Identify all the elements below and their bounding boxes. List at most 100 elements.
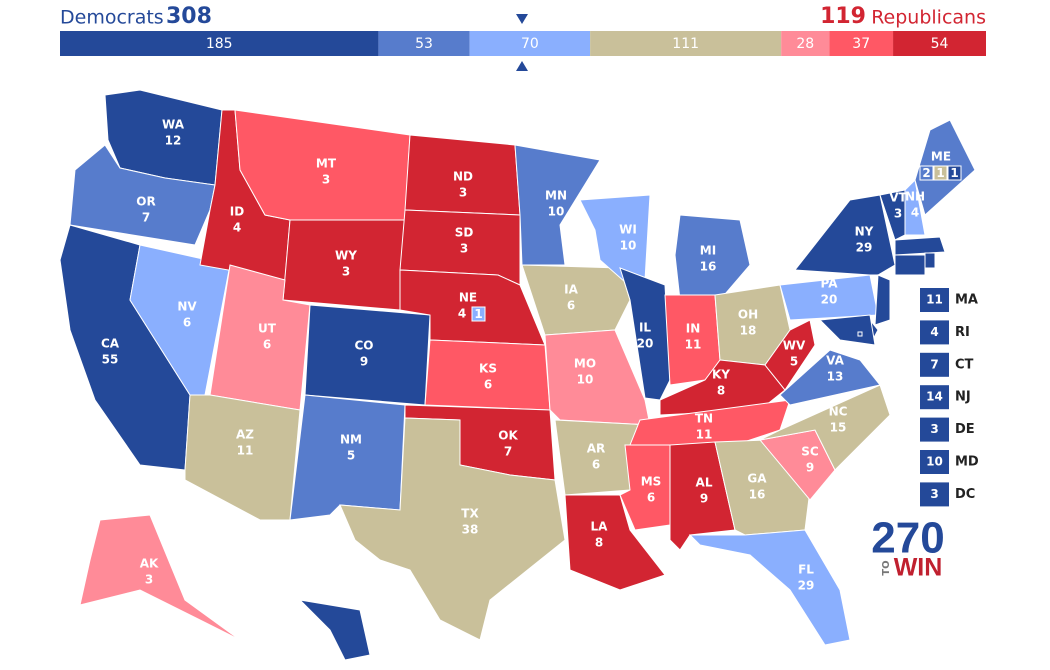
- tally-segment: [378, 31, 470, 56]
- dem-label: Democrats: [60, 7, 164, 29]
- state-abbr: MI: [700, 244, 716, 258]
- state-abbr: VT: [889, 191, 907, 205]
- state-votes: 3: [459, 186, 467, 200]
- state-votes: 29: [856, 241, 873, 255]
- callout-votes: 3: [930, 422, 938, 436]
- callouts: 11 MA 4 RI 7 CT 14 NJ 3 DE 10 MD 3 DC: [920, 288, 979, 507]
- district-box: [933, 165, 948, 181]
- state-votes: 6: [647, 491, 655, 505]
- dem-total: 308: [166, 4, 212, 29]
- state-abbr: PA: [821, 277, 839, 291]
- state-votes: 3: [145, 573, 153, 587]
- state-votes: 10: [548, 205, 565, 219]
- state-abbr: AL: [696, 476, 713, 490]
- state-labels: WA12OR7CA55NV6ID4MT3WY3UT6AZ11CO9NM5ND3S…: [101, 118, 962, 661]
- callout-box: [920, 482, 949, 507]
- state-votes: 3: [322, 173, 330, 187]
- state-votes: 11: [685, 338, 702, 352]
- state-votes: 3: [894, 207, 902, 221]
- tally-value: 185: [206, 36, 233, 52]
- state-votes: 20: [637, 337, 654, 351]
- state: [894, 236, 946, 256]
- state-abbr: NM: [340, 433, 362, 447]
- state: [857, 331, 863, 337]
- tally-segment: [60, 31, 379, 56]
- state-votes: 13: [827, 370, 844, 384]
- state-abbr: CA: [101, 337, 120, 351]
- state: [794, 194, 896, 276]
- tally-segment: [590, 31, 782, 56]
- state: [521, 264, 631, 336]
- state-abbr: KY: [712, 368, 730, 382]
- state-abbr: WA: [162, 118, 185, 132]
- state-votes: 6: [567, 299, 575, 313]
- callout-votes: 3: [930, 487, 938, 501]
- tally-segment: [469, 31, 591, 56]
- state: [779, 349, 881, 406]
- district-box: [471, 306, 486, 322]
- state-abbr: WI: [619, 223, 637, 237]
- state-votes: 4: [318, 647, 326, 661]
- tally-value: 111: [672, 36, 699, 52]
- callout-box: [920, 417, 949, 442]
- callout-abbr: NJ: [955, 390, 971, 405]
- state-abbr: AR: [587, 442, 606, 456]
- state-votes: 6: [183, 316, 191, 330]
- logo-small: TO: [881, 560, 892, 575]
- callout-box: [920, 385, 949, 410]
- state-abbr: WY: [335, 249, 357, 263]
- state: [688, 529, 851, 646]
- state-abbr: SC: [801, 445, 819, 459]
- district-votes: 1: [950, 166, 958, 180]
- state-votes: 6: [484, 378, 492, 392]
- district-votes: 1: [474, 307, 482, 321]
- state-abbr: AZ: [236, 428, 254, 442]
- callout-abbr: CT: [955, 357, 974, 372]
- state-votes: 20: [821, 293, 838, 307]
- state-votes: 4: [233, 221, 241, 235]
- district-votes: 1: [936, 166, 944, 180]
- state-abbr: ME: [931, 150, 951, 164]
- state-abbr: GA: [747, 472, 767, 486]
- state-abbr: CO: [354, 339, 373, 353]
- state-votes: 4: [458, 307, 466, 321]
- rep-total: 119: [820, 4, 866, 29]
- state-votes: 9: [806, 461, 814, 475]
- state-votes: 7: [504, 445, 512, 459]
- state-abbr: NV: [177, 300, 197, 314]
- callout-abbr: MD: [955, 455, 979, 470]
- tally-value: 70: [521, 36, 539, 52]
- state: [874, 274, 891, 326]
- state-votes: 11: [696, 428, 713, 442]
- tally-segment: [829, 31, 894, 56]
- center-arrow-down: [516, 14, 528, 24]
- state-votes: 12: [165, 134, 182, 148]
- state: [764, 319, 816, 391]
- state: [894, 254, 926, 276]
- state-abbr: VA: [826, 354, 844, 368]
- state-votes: 55: [102, 353, 119, 367]
- state-abbr: LA: [591, 520, 609, 534]
- state-abbr: HI: [315, 631, 330, 645]
- state-votes: 6: [592, 458, 600, 472]
- state-votes: 15: [830, 421, 847, 435]
- district-box: [919, 165, 934, 181]
- logo: 270 TO WIN: [871, 514, 944, 582]
- callout-box: [920, 320, 949, 345]
- state-abbr: OR: [136, 195, 155, 209]
- state-abbr: MO: [574, 357, 596, 371]
- tally-value: 28: [796, 36, 814, 52]
- state: [514, 144, 601, 266]
- state: [818, 314, 876, 346]
- logo-word: WIN: [894, 554, 943, 582]
- state-abbr: NE: [459, 291, 477, 305]
- state-abbr: WV: [783, 339, 806, 353]
- state: [79, 514, 241, 641]
- state-abbr: FL: [798, 563, 814, 577]
- state: [629, 399, 791, 446]
- state-votes: 5: [347, 449, 355, 463]
- state-votes: 16: [749, 488, 766, 502]
- state: [904, 178, 926, 236]
